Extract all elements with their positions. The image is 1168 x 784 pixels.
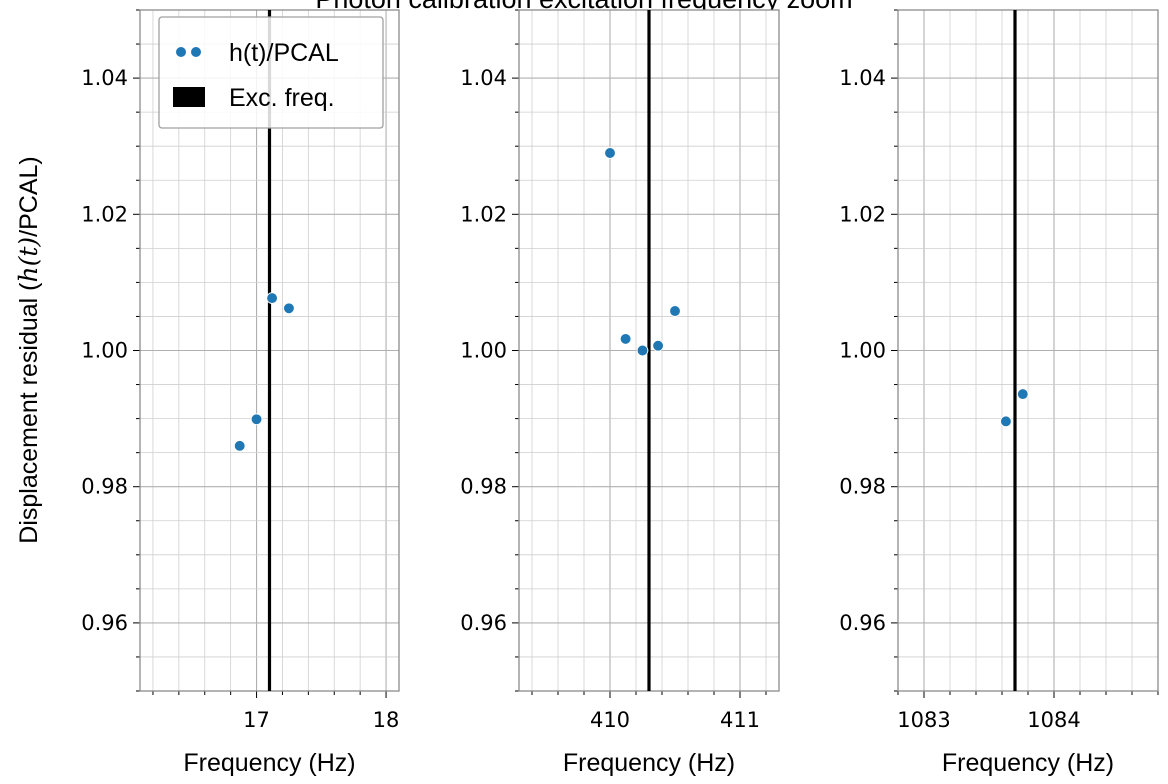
x-tick-label: 1084	[1027, 708, 1080, 732]
y-tick-label: 0.98	[460, 475, 507, 499]
x-tick-label: 17	[243, 708, 270, 732]
y-tick-label: 0.98	[81, 475, 128, 499]
plot-frame	[897, 9, 1159, 692]
x-tick-label: 18	[373, 708, 400, 732]
x-axis-label: Frequency (Hz)	[942, 749, 1114, 777]
y-tick-label: 0.96	[81, 611, 128, 635]
y-tick-label: 1.04	[839, 66, 886, 90]
y-tick-label: 0.96	[460, 611, 507, 635]
y-tick-label: 0.96	[839, 611, 886, 635]
x-tick-label: 411	[720, 708, 760, 732]
data-point	[636, 344, 649, 357]
panel-2: 0.96 0.98 1.00 1.02 1.04 410 411 Frequency (Hz)	[460, 9, 780, 777]
y-tick-label: 1.04	[81, 66, 128, 90]
y-tick-label: 1.02	[81, 202, 128, 226]
x-tick-label: 1083	[897, 708, 950, 732]
legend: h(t)/PCAL Exc. freq.	[158, 16, 384, 129]
y-tick-label: 1.00	[839, 339, 886, 363]
legend-box	[158, 16, 384, 129]
y-tick-label: 1.02	[460, 202, 507, 226]
y-tick-label: 1.00	[81, 339, 128, 363]
legend-entry-label: h(t)/PCAL	[229, 39, 339, 67]
y-tick-label: 1.04	[460, 66, 507, 90]
x-tick-label: 410	[590, 708, 630, 732]
y-tick-label: 0.98	[839, 475, 886, 499]
legend-marker-dot	[176, 47, 186, 57]
data-point	[652, 339, 664, 352]
x-axis-label: Frequency (Hz)	[563, 749, 735, 777]
legend-marker-dot	[191, 47, 201, 57]
x-axis-label: Frequency (Hz)	[183, 749, 355, 777]
data-point	[604, 147, 616, 159]
data-point	[283, 302, 295, 315]
y-tick-label: 1.00	[460, 339, 507, 363]
data-point	[266, 292, 278, 304]
panel-3: 0.96 0.98 1.00 1.02 1.04 1083 1084 Frequency (H…	[839, 9, 1159, 777]
data-point	[1000, 415, 1012, 428]
legend-marker-patch	[173, 87, 205, 107]
legend-entry-label: Exc. freq.	[229, 84, 335, 112]
y-tick-label: 1.02	[839, 202, 886, 226]
data-point	[669, 305, 681, 317]
y-axis-label: Displacement residual (h(t)/PCAL)	[14, 156, 43, 543]
data-point	[1016, 388, 1029, 400]
data-point	[619, 333, 632, 345]
data-point	[250, 413, 263, 426]
data-point	[233, 439, 246, 452]
